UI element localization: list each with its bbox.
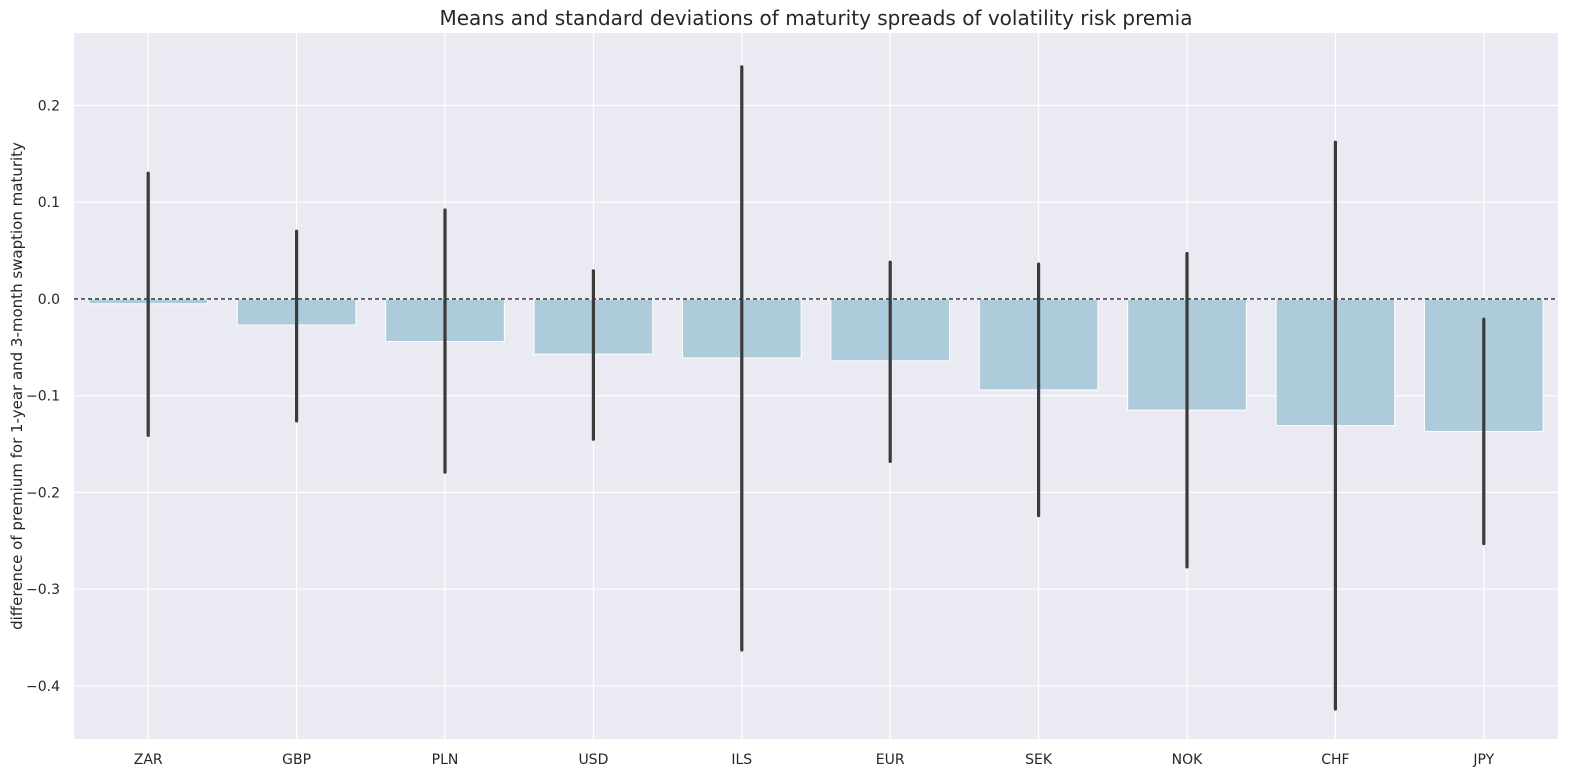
x-tick-label: CHF: [1321, 752, 1349, 768]
y-tick-label: 0.1: [38, 195, 60, 211]
chart-title: Means and standard deviations of maturit…: [440, 6, 1193, 30]
x-tick-label: GBP: [282, 752, 311, 768]
x-tick-label: ZAR: [134, 752, 163, 768]
x-tick-label: NOK: [1172, 752, 1203, 768]
y-tick-label: −0.4: [26, 679, 60, 695]
x-tick-label: SEK: [1025, 752, 1053, 768]
y-tick-label: −0.3: [26, 582, 60, 598]
x-tick-label: USD: [578, 752, 608, 768]
x-tick-label: PLN: [432, 752, 459, 768]
x-tick-label: JPY: [1472, 752, 1494, 768]
y-tick-label: −0.2: [26, 485, 60, 501]
y-tick-label: −0.1: [26, 389, 60, 405]
error-bars: [146, 65, 1486, 711]
x-tick-labels: ZAR GBP PLN USD ILS EUR SEK NOK CHF JPY: [134, 752, 1495, 768]
x-tick-label: EUR: [876, 752, 905, 768]
y-axis-label: difference of premium for 1-year and 3-m…: [8, 142, 26, 630]
y-tick-label: 0.0: [38, 292, 60, 308]
y-tick-labels: 0.2 0.1 0.0 −0.1 −0.2 −0.3 −0.4: [26, 99, 60, 695]
y-tick-label: 0.2: [38, 99, 60, 115]
x-tick-label: ILS: [731, 752, 752, 768]
